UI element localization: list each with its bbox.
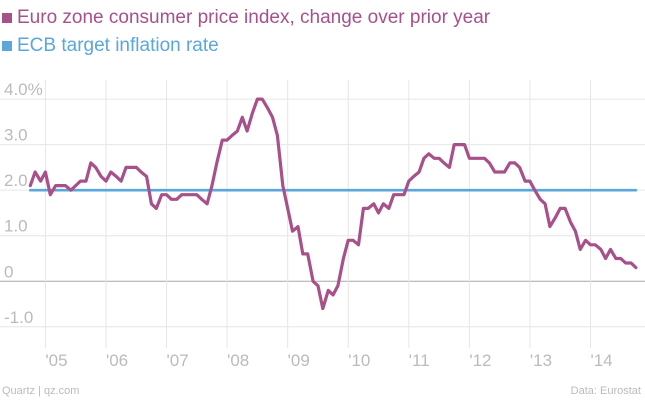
y-tick-label: 2.0 [4, 171, 28, 190]
data-source: Data: Eurostat [570, 385, 641, 397]
x-tick-label: '13 [530, 351, 552, 370]
y-tick-label: 3.0 [4, 126, 28, 145]
legend-label-ecb: ECB target inflation rate [17, 35, 219, 56]
x-tick-label: '05 [45, 351, 67, 370]
x-tick-label: '14 [590, 351, 612, 370]
legend: Euro zone consumer price index, change o… [2, 4, 490, 60]
x-tick-label: '07 [167, 351, 189, 370]
y-tick-label: 1.0 [4, 217, 28, 236]
legend-swatch-ecb [2, 41, 12, 51]
source-credit: Quartz | qz.com [2, 385, 80, 397]
y-tick-label: 4.0% [4, 80, 43, 99]
x-tick-label: '11 [409, 351, 430, 370]
x-tick-label: '08 [227, 351, 249, 370]
series-line-cpi [28, 97, 638, 311]
y-tick-label: 0 [4, 262, 13, 281]
x-tick-label: '12 [469, 351, 491, 370]
legend-item-ecb: ECB target inflation rate [2, 32, 490, 60]
legend-item-cpi: Euro zone consumer price index, change o… [2, 4, 490, 32]
x-tick-label: '06 [106, 351, 128, 370]
y-tick-label: -1.0 [4, 308, 33, 327]
x-tick-label: '10 [348, 351, 370, 370]
legend-swatch-cpi [2, 13, 12, 23]
x-tick-label: '09 [288, 351, 310, 370]
legend-label-cpi: Euro zone consumer price index, change o… [17, 7, 491, 28]
